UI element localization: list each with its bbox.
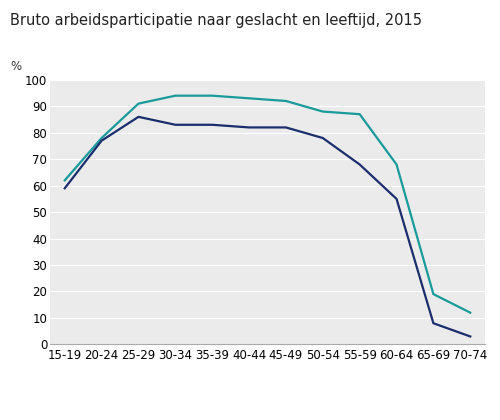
- Text: %: %: [10, 60, 21, 74]
- Text: Bruto arbeidsparticipatie naar geslacht en leeftijd, 2015: Bruto arbeidsparticipatie naar geslacht …: [10, 13, 422, 28]
